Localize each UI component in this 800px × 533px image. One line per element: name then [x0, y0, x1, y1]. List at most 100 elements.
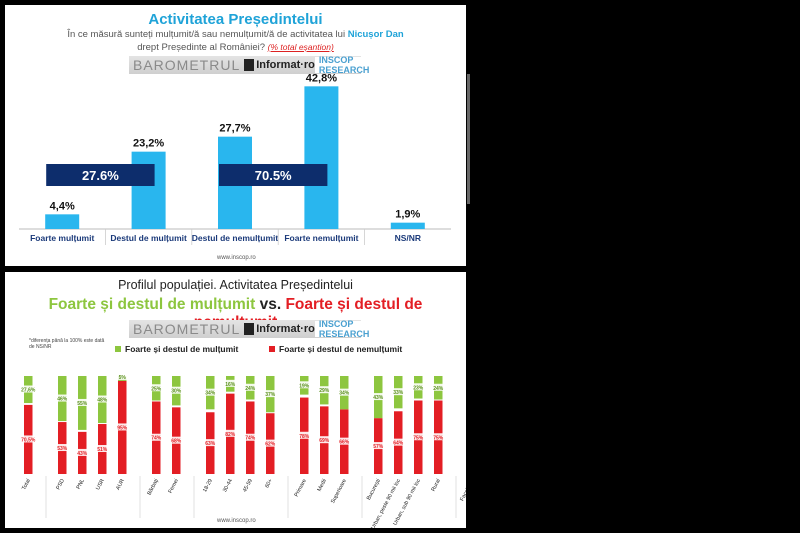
satisfied-label-bg-11	[298, 381, 311, 389]
satisfied-value-4: 5%	[119, 375, 127, 381]
question-name: Nicușor Dan	[347, 29, 404, 40]
satisfied-label-bg-7	[204, 388, 217, 396]
dissatisfied-label-bg-9	[244, 433, 257, 441]
satisfied-label-bg-0	[22, 385, 35, 393]
profile-stacked-bar-chart: 70,5% 27,6% Total 53% 46% PSD 43% 55% PNL 51% 48% U…	[21, 372, 466, 528]
category-label-0: Foarte mulțumit	[30, 233, 94, 243]
dissatisfied-value-2: 43%	[77, 451, 88, 457]
footer-url: www.inscop.ro	[217, 255, 256, 261]
legend-label-satisfied: Foarte și destul de mulțumit	[125, 344, 239, 354]
total-box-1	[219, 164, 328, 186]
category-label-13: Superioare	[330, 478, 348, 505]
satisfied-label-bg-14	[372, 393, 385, 401]
category-label-2: Destul de nemulțumit	[192, 233, 279, 243]
informat-logo-icon	[244, 59, 255, 71]
category-label-8: 30-44	[222, 478, 234, 493]
category-label-1: PSD	[55, 478, 66, 491]
satisfaction-bar-chart: 4,4% Foarte mulțumit 23,2% Destul de mulțum…	[19, 72, 451, 245]
dissatisfied-label-bg-0	[22, 435, 35, 443]
top-chart-panel: Activitatea Președintelui În ce măsură s…	[5, 5, 466, 266]
satisfied-label-bg-17	[432, 383, 445, 391]
category-label-3: USR	[95, 478, 106, 491]
dissatisfied-value-16: 75%	[413, 435, 424, 441]
satisfied-label-bg-16	[412, 383, 425, 391]
subtitle-satisfied: Foarte și destul de mulțumit	[48, 296, 256, 313]
bar-4	[390, 222, 425, 229]
barometru-logo-strip-2: BAROMETRUL Informat·ro INSCOP RESEARCH	[129, 319, 374, 339]
dissatisfied-value-0: 70,5%	[21, 437, 36, 443]
dissatisfied-value-6: 68%	[171, 439, 182, 445]
dissatisfied-label-bg-3	[96, 445, 109, 453]
dissatisfied-label-bg-6	[170, 436, 183, 444]
category-label-7: 18-29	[202, 478, 214, 493]
satisfied-label-bg-15	[392, 388, 405, 396]
satisfied-value-0: 27,6%	[21, 388, 36, 394]
dissatisfied-label-bg-17	[432, 433, 445, 441]
satisfied-value-5: 25%	[151, 386, 162, 392]
legend-dissatisfied: Foarte și destul de nemulțumit	[269, 344, 402, 354]
category-label-4: NS/NR	[395, 233, 421, 243]
bar-3	[304, 86, 339, 229]
category-label-4: AUR	[115, 478, 126, 491]
satisfied-label-bg-8	[224, 379, 237, 387]
satisfied-value-15: 33%	[393, 390, 404, 396]
satisfied-label-bg-9	[244, 383, 257, 391]
dissatisfied-value-4: 95%	[117, 425, 128, 431]
category-label-3: Foarte nemulțumit	[284, 233, 358, 243]
satisfied-value-13: 34%	[339, 391, 350, 397]
dissatisfied-label-bg-4	[116, 423, 129, 431]
footer-url-2: www.inscop.ro	[217, 518, 256, 524]
category-label-2: PNL	[76, 478, 86, 490]
satisfied-value-2: 55%	[77, 401, 88, 407]
category-label-12: Medii	[317, 478, 328, 492]
subtitle-vs: vs.	[259, 296, 282, 313]
question-text-2: drept Președinte al României?	[137, 42, 265, 53]
dissatisfied-label-bg-11	[298, 431, 311, 439]
dissatisfied-label-bg-1	[56, 444, 69, 452]
category-label-0: Total	[21, 478, 32, 491]
scrollbar[interactable]	[467, 74, 470, 204]
bar-value-label-1: 23,2%	[133, 138, 164, 150]
survey-question: În ce măsură sunteți mulțumit/ă sau nemu…	[5, 29, 466, 54]
dissatisfied-label-bg-10	[264, 439, 277, 447]
main-title: Activitatea Președintelui	[148, 11, 323, 28]
barometru-logo-strip: BAROMETRUL Informat·ro INSCOP RESEARCH	[129, 55, 374, 75]
satisfied-value-12: 29%	[319, 388, 330, 394]
bar-1	[131, 151, 166, 229]
satisfied-label-bg-2	[76, 398, 89, 406]
dissatisfied-value-15: 64%	[393, 441, 404, 447]
satisfied-value-11: 19%	[299, 383, 310, 389]
satisfied-value-3: 48%	[97, 398, 108, 404]
satisfied-value-1: 46%	[57, 397, 68, 403]
satisfied-value-9: 24%	[245, 386, 256, 392]
dissatisfied-label-bg-12	[318, 436, 331, 444]
dissatisfied-label-bg-16	[412, 433, 425, 441]
dissatisfied-label-bg-5	[150, 433, 163, 441]
bar-0	[45, 214, 80, 229]
satisfied-label-bg-5	[150, 384, 163, 392]
legend-label-dissatisfied: Foarte și destul de nemulțumit	[279, 344, 403, 354]
dissatisfied-value-8: 82%	[225, 432, 236, 438]
category-label-6: Femei	[168, 478, 180, 494]
total-label-1: 70.5%	[255, 168, 292, 183]
dissatisfied-value-14: 57%	[373, 444, 384, 450]
category-label-18: Facebook	[459, 478, 466, 502]
dissatisfied-value-1: 53%	[57, 446, 68, 452]
dissatisfied-label-bg-14	[372, 442, 385, 450]
inscop-logo-2: INSCOP RESEARCH	[314, 319, 374, 339]
inscop-logo: INSCOP RESEARCH	[314, 55, 374, 75]
informat-logo: Informat·ro	[244, 59, 315, 71]
satisfied-value-10: 37%	[265, 392, 276, 398]
bar-value-label-2: 27,7%	[219, 123, 250, 135]
category-label-9: 45-59	[242, 478, 254, 493]
bar-value-label-3: 42,8%	[306, 72, 337, 84]
satisfied-label-bg-10	[264, 390, 277, 398]
satisfied-label-bg-4	[116, 372, 129, 380]
bar-value-label-0: 4,4%	[50, 200, 75, 212]
bar-value-label-4: 1,9%	[395, 209, 420, 221]
total-box-0	[46, 164, 155, 186]
informat-logo-text-2: Informat·ro	[256, 323, 315, 335]
question-note: (% total eșantion)	[267, 42, 334, 52]
ns-nr-note: *diferența până la 100% este dată de NS/…	[29, 338, 105, 350]
satisfied-label-bg-13	[338, 388, 351, 396]
